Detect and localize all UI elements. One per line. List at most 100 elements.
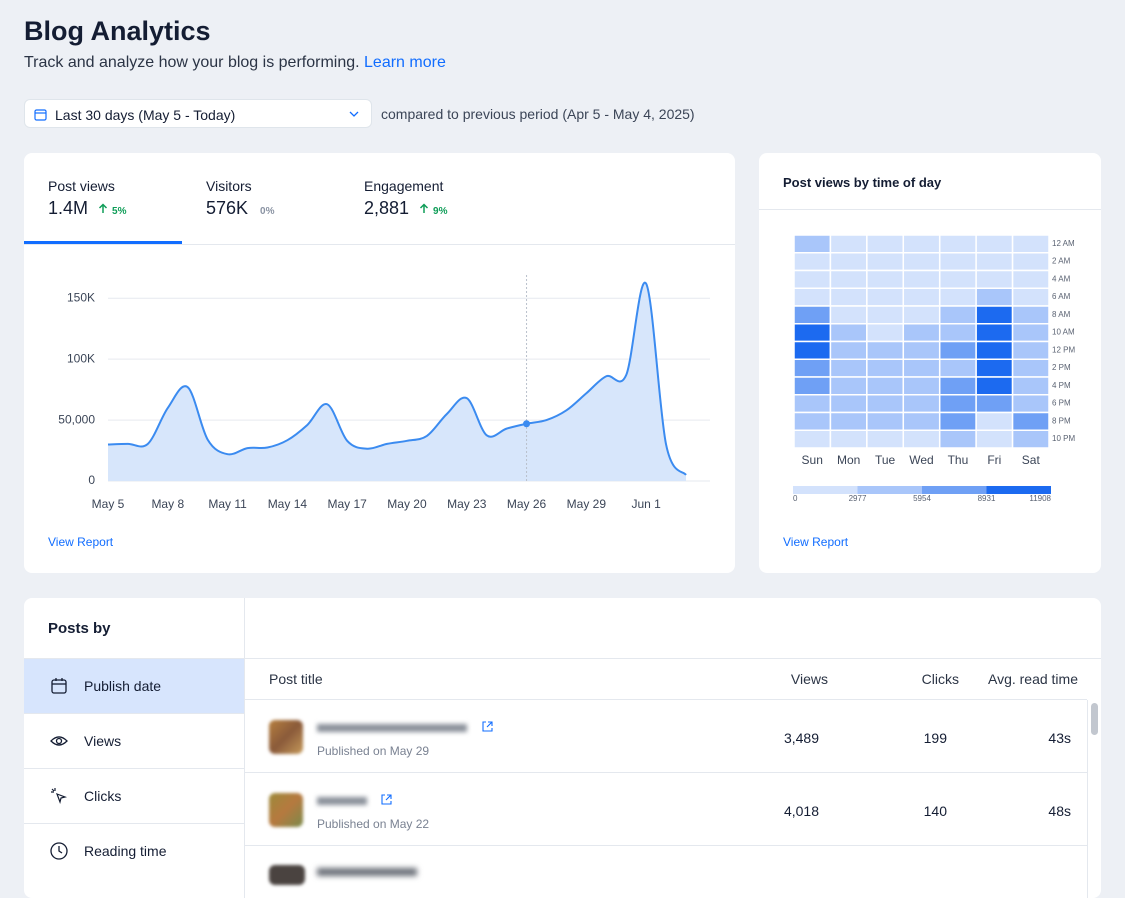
post-title-blurred: [317, 868, 417, 876]
views-card: Post views 1.4M 5% Visitors 576K 0% Engagement…: [24, 153, 735, 573]
sort-option[interactable]: Publish date: [24, 658, 244, 713]
heatmap-cell: [866, 376, 905, 396]
x-label: Tue: [875, 453, 896, 467]
external-link-icon: [381, 794, 392, 805]
y-label: 4 PM: [1052, 381, 1071, 390]
learn-more-link[interactable]: Learn more: [364, 54, 446, 71]
heatmap-cell: [866, 323, 905, 343]
heatmap-cell: [975, 411, 1014, 431]
heatmap-card: Post views by time of day 12 AM 2 AM 4 AM 6…: [759, 153, 1101, 573]
post-row[interactable]: Published on May 29 3,489 199 43s: [245, 699, 1087, 773]
tab-divider: [24, 244, 735, 245]
heatmap-cell: [793, 340, 832, 360]
heatmap-cell: [1011, 252, 1050, 272]
view-report-link[interactable]: View Report: [48, 535, 114, 549]
metric-tab[interactable]: Post views 1.4M 5%: [48, 178, 126, 219]
sort-option[interactable]: Clicks: [24, 768, 244, 823]
heatmap-cell: [902, 411, 941, 431]
arrow: [420, 203, 429, 213]
heatmap-cell: [793, 376, 832, 396]
heatmap-cell: [902, 287, 941, 307]
heatmap-cell: [829, 358, 868, 378]
metric-tab[interactable]: Engagement 2,881 9%: [364, 178, 448, 219]
views-cell: 3,489: [783, 730, 819, 746]
comparison-text: compared to previous period (Apr 5 - May…: [381, 106, 695, 122]
x-label: Wed: [909, 453, 933, 467]
x-tick-label: May 20: [387, 497, 427, 511]
external-link-icon: [482, 721, 493, 732]
metric-number: 2,881: [364, 198, 410, 218]
column-header: Views: [790, 671, 828, 687]
page-title: Blog Analytics: [24, 16, 211, 46]
heatmap-cell: [938, 269, 977, 289]
heatmap-cell: [938, 252, 977, 272]
heatmap-cell: [829, 340, 868, 360]
x-tick-label: May 17: [327, 497, 367, 511]
legend-segment: [922, 486, 987, 494]
heatmap-cell: [866, 287, 905, 307]
views-cell: 4,018: [783, 803, 819, 819]
heatmap-cell: [1011, 429, 1050, 449]
post-row[interactable]: Published on May 22 4,018 140 48s: [245, 772, 1087, 846]
metric-tab[interactable]: Visitors 576K 0%: [206, 178, 275, 219]
sort-option[interactable]: Reading time: [24, 823, 244, 878]
legend-label: 11908: [1029, 494, 1051, 503]
heatmap-cell: [866, 252, 905, 272]
heatmap-cell: [829, 269, 868, 289]
x-tick-label: May 5: [92, 497, 125, 511]
legend-segment: [857, 486, 922, 494]
arrow: [99, 203, 108, 213]
scrollbar-track: [1087, 700, 1101, 898]
column-header: Avg. read time: [987, 671, 1078, 687]
clicks-cell: 140: [923, 803, 947, 819]
sort-option[interactable]: Views: [24, 713, 244, 768]
heatmap-cell: [1011, 305, 1050, 325]
heatmap-cell: [866, 340, 905, 360]
y-tick-label: 150K: [67, 290, 95, 304]
y-tick-label: 100K: [67, 351, 95, 365]
heatmap-cell: [866, 394, 905, 414]
heatmap-cell: [975, 287, 1014, 307]
posts-by-title: Posts by: [48, 620, 111, 637]
metric-number: 1.4M: [48, 198, 89, 218]
posts-card: Posts by Publish date Views Clicks Reading …: [24, 598, 1101, 898]
metric-change: 9%: [433, 206, 448, 217]
y-label: 10 AM: [1052, 328, 1075, 337]
heatmap-cell: [829, 411, 868, 431]
heatmap-cell: [866, 269, 905, 289]
read-time-cell: 48s: [1048, 803, 1071, 819]
legend-label: 8931: [978, 494, 996, 503]
heatmap-cell: [793, 394, 832, 414]
x-tick-label: May 14: [268, 497, 308, 511]
heatmap-cell: [938, 323, 977, 343]
sidebar-divider: [244, 598, 245, 898]
scrollbar-thumb: [1091, 703, 1098, 735]
heatmap-cell: [829, 305, 868, 325]
date-range-picker[interactable]: Last 30 days (May 5 - Today): [24, 99, 372, 128]
heatmap-cell: [938, 394, 977, 414]
heatmap-cell: [829, 323, 868, 343]
sort-label: Reading time: [84, 843, 167, 859]
sort-icon: [51, 678, 67, 694]
heatmap-cell: [1011, 287, 1050, 307]
legend-segment: [986, 486, 1051, 494]
x-label: Mon: [837, 453, 860, 467]
heatmap-cell: [975, 358, 1014, 378]
post-title-blurred: [317, 724, 467, 732]
view-report-link[interactable]: View Report: [783, 535, 849, 549]
heatmap-cell: [866, 429, 905, 449]
heatmap-cell: [866, 305, 905, 325]
sort-label: Clicks: [84, 788, 122, 804]
y-label: 12 AM: [1052, 239, 1075, 248]
metric-value: 1.4M 5%: [48, 198, 126, 219]
heatmap-cell: [902, 340, 941, 360]
column-header: Clicks: [921, 671, 959, 687]
heatmap-cell: [829, 394, 868, 414]
card-divider: [759, 209, 1101, 210]
heatmap-cell: [902, 358, 941, 378]
heatmap-cell: [902, 394, 941, 414]
heatmap-cell: [938, 234, 977, 254]
heatmap-cell: [902, 305, 941, 325]
x-tick-label: May 11: [208, 497, 247, 511]
table-top-border: [245, 658, 1101, 659]
